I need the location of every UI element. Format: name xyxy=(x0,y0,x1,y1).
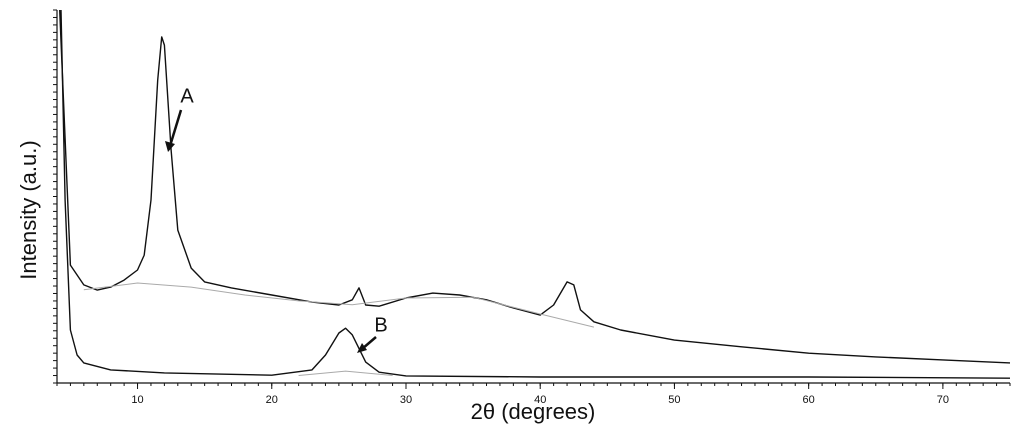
series-line xyxy=(60,9,1011,379)
x-tick-label: 10 xyxy=(131,394,143,406)
annotation-a: A xyxy=(180,85,194,107)
x-tick-label: 30 xyxy=(400,394,412,406)
x-tick-label: 70 xyxy=(937,394,949,406)
arrow-head xyxy=(165,141,175,152)
y-axis-label: Intensity (a.u.) xyxy=(16,140,41,279)
baseline-line xyxy=(83,282,595,328)
x-tick-label: 50 xyxy=(668,394,680,406)
x-tick-label: 60 xyxy=(803,394,815,406)
annotation-b: B xyxy=(374,314,387,336)
baseline-line xyxy=(298,370,393,376)
series-line xyxy=(59,9,1011,364)
x-axis-label: 2θ (degrees) xyxy=(471,399,596,424)
x-tick-label: 20 xyxy=(266,394,278,406)
x-tick-label: 40 xyxy=(534,394,546,406)
arrow xyxy=(168,109,183,147)
